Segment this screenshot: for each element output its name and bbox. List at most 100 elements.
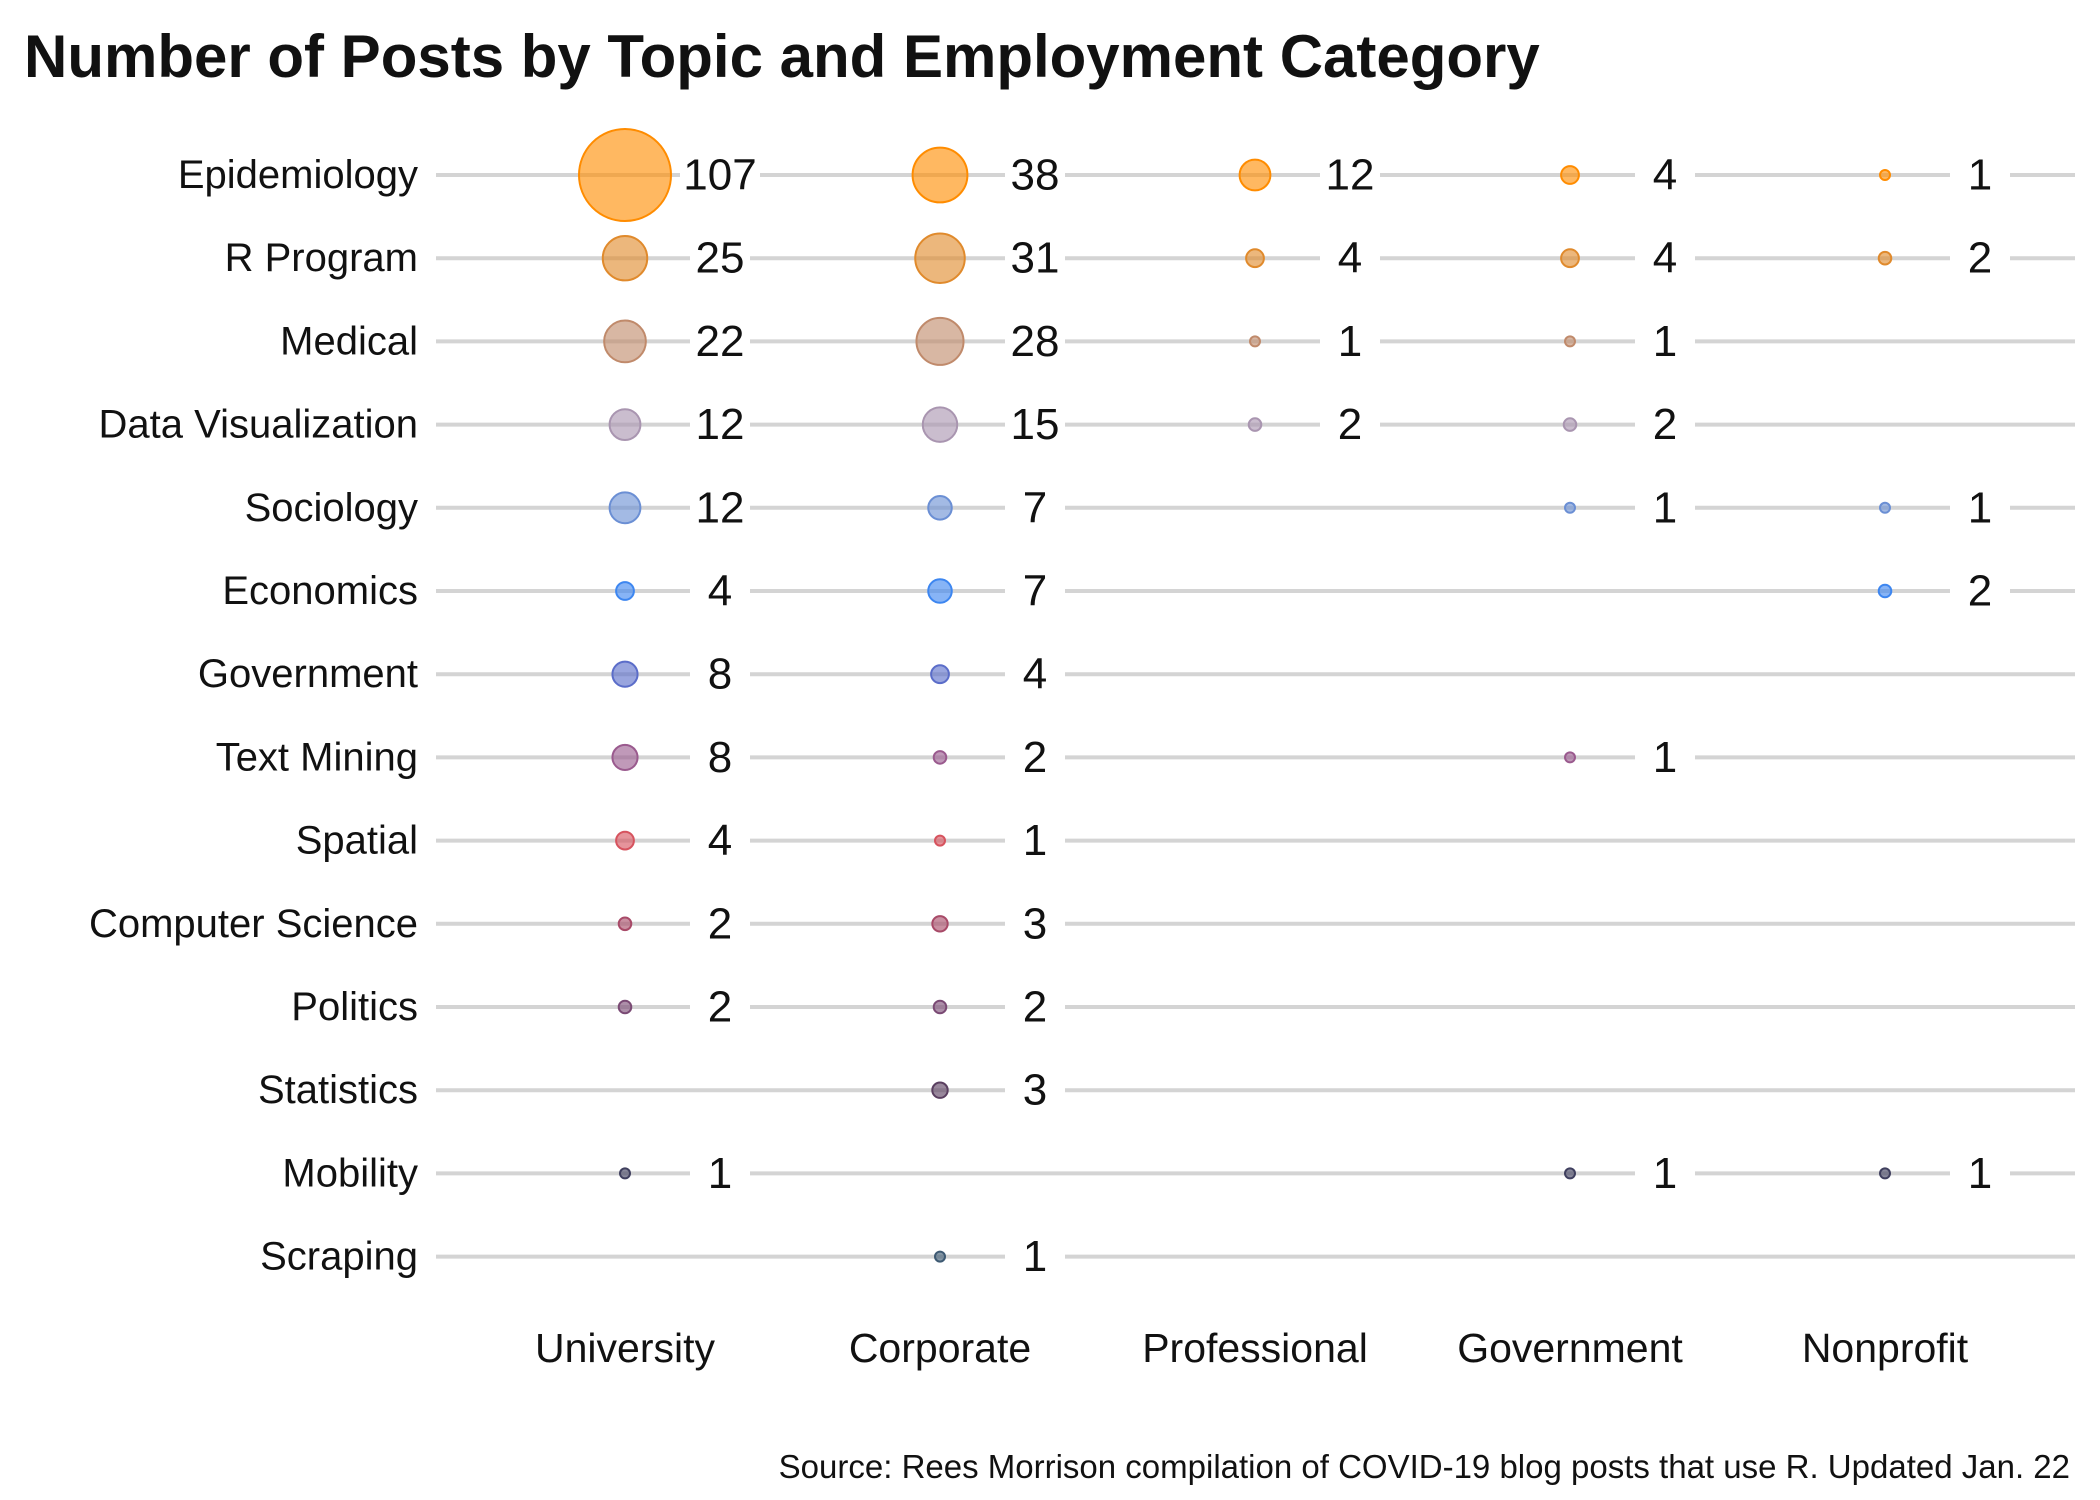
row-lines [436, 173, 2075, 1259]
chart-source: Source: Rees Morrison compilation of COV… [778, 1448, 2070, 1485]
bubble-computer-science-corporate [931, 915, 949, 933]
value-label-economics-corporate: 7 [1023, 567, 1047, 616]
bubble-text-mining-university [611, 743, 639, 771]
bubble-politics-corporate [932, 999, 948, 1015]
value-label-politics-corporate: 2 [1023, 983, 1047, 1032]
value-label-epidemiology-professional: 12 [1326, 151, 1375, 200]
column-label-professional: Professional [1142, 1325, 1368, 1371]
bubble-sociology-nonprofit [1879, 501, 1891, 514]
value-label-epidemiology-corporate: 38 [1011, 151, 1060, 200]
bubble-sociology-corporate [927, 495, 953, 521]
value-label-mobility-university: 1 [708, 1149, 732, 1198]
bubble-spatial-university [615, 830, 635, 851]
bubble-r-program-nonprofit [1877, 250, 1893, 266]
row-label-spatial: Spatial [296, 819, 418, 863]
row-label-medical: Medical [280, 319, 418, 363]
row-label-scraping: Scraping [260, 1235, 418, 1279]
value-labels: 107 38 12 4 125 31 4 4 222 28 1 112 15 2 212 7 1 14 7 28 48 2… [683, 151, 1992, 1282]
value-label-data-visualization-professional: 2 [1338, 400, 1362, 449]
bubble-economics-corporate [927, 578, 953, 604]
row-label-text-mining: Text Mining [216, 735, 418, 779]
value-label-sociology-government: 1 [1653, 483, 1677, 532]
row-label-r-program: R Program [225, 236, 418, 280]
bubble-data-visualization-professional [1247, 417, 1263, 432]
value-label-government-corporate: 4 [1023, 650, 1047, 699]
bubble-data-visualization-university [608, 408, 642, 442]
value-label-medical-professional: 1 [1338, 317, 1362, 366]
bubble-sociology-government [1564, 501, 1576, 514]
bubble-spatial-corporate [934, 834, 946, 847]
value-label-statistics-corporate: 3 [1023, 1066, 1047, 1115]
value-label-economics-nonprofit: 2 [1968, 567, 1992, 616]
bubble-mobility-nonprofit [1879, 1167, 1891, 1180]
value-label-mobility-nonprofit: 1 [1968, 1149, 1992, 1198]
row-label-epidemiology: Epidemiology [178, 153, 418, 197]
column-label-government: Government [1457, 1325, 1683, 1371]
value-label-politics-university: 2 [708, 983, 732, 1032]
row-label-economics: Economics [222, 569, 418, 613]
value-label-medical-university: 22 [696, 317, 745, 366]
bubble-computer-science-university [617, 916, 633, 932]
bubble-government-corporate [930, 664, 950, 685]
bubble-mobility-university [619, 1167, 631, 1180]
value-label-data-visualization-university: 12 [696, 400, 745, 449]
column-labels: University Corporate Professional Governmen… [535, 1325, 1969, 1371]
value-label-text-mining-corporate: 2 [1023, 733, 1047, 782]
bubble-medical-university [603, 319, 647, 364]
bubble-data-visualization-government [1562, 417, 1578, 432]
bubble-epidemiology-university [578, 128, 672, 222]
bubble-r-program-government [1560, 248, 1580, 269]
bubble-sociology-university [608, 491, 642, 525]
bubble-r-program-professional [1245, 248, 1265, 269]
value-label-mobility-government: 1 [1653, 1149, 1677, 1198]
row-label-government: Government [198, 652, 418, 696]
row-label-computer-science: Computer Science [89, 902, 418, 946]
value-label-medical-government: 1 [1653, 317, 1677, 366]
value-label-scraping-corporate: 1 [1023, 1232, 1047, 1281]
value-label-epidemiology-government: 4 [1653, 151, 1677, 200]
value-label-data-visualization-corporate: 15 [1011, 400, 1060, 449]
bubble-politics-university [617, 999, 633, 1015]
value-label-data-visualization-government: 2 [1653, 400, 1677, 449]
value-label-sociology-nonprofit: 1 [1968, 483, 1992, 532]
row-label-sociology: Sociology [245, 486, 418, 530]
row-labels: Epidemiology R Program Medical Data Visuali… [89, 153, 418, 1279]
bubble-epidemiology-corporate [911, 146, 969, 204]
bubble-medical-corporate [915, 316, 965, 366]
bubble-epidemiology-professional [1238, 158, 1272, 192]
value-label-epidemiology-university: 107 [683, 151, 756, 200]
bubble-economics-nonprofit [1877, 583, 1893, 599]
bubble-text-mining-corporate [932, 750, 948, 765]
value-label-r-program-corporate: 31 [1011, 234, 1060, 283]
value-label-r-program-government: 4 [1653, 234, 1677, 283]
bubble-government-university [611, 660, 639, 688]
bubble-statistics-corporate [931, 1081, 949, 1099]
value-label-medical-corporate: 28 [1011, 317, 1060, 366]
column-label-nonprofit: Nonprofit [1802, 1325, 1969, 1371]
value-label-text-mining-university: 8 [708, 733, 732, 782]
value-label-text-mining-government: 1 [1653, 733, 1677, 782]
value-label-sociology-university: 12 [696, 483, 745, 532]
value-label-computer-science-corporate: 3 [1023, 899, 1047, 948]
value-label-r-program-nonprofit: 2 [1968, 234, 1992, 283]
row-label-politics: Politics [291, 985, 418, 1029]
value-label-r-program-professional: 4 [1338, 234, 1362, 283]
bubble-epidemiology-government [1560, 165, 1580, 185]
bubble-medical-professional [1249, 335, 1261, 348]
bubble-r-program-corporate [914, 232, 966, 284]
bubble-medical-government [1564, 335, 1576, 348]
bubble-economics-university [615, 581, 635, 601]
value-label-spatial-corporate: 1 [1023, 816, 1047, 865]
column-label-university: University [535, 1325, 715, 1371]
chart-title: Number of Posts by Topic and Employment … [24, 23, 1540, 90]
value-label-computer-science-university: 2 [708, 899, 732, 948]
row-label-data-visualization: Data Visualization [99, 403, 418, 447]
row-label-statistics: Statistics [258, 1068, 418, 1112]
bubble-mobility-government [1564, 1167, 1576, 1180]
bubble-text-mining-government [1564, 751, 1576, 764]
bubble-epidemiology-nonprofit [1879, 169, 1891, 181]
value-label-sociology-corporate: 7 [1023, 483, 1047, 532]
value-label-spatial-university: 4 [708, 816, 732, 865]
bubble-data-visualization-corporate [921, 406, 959, 443]
